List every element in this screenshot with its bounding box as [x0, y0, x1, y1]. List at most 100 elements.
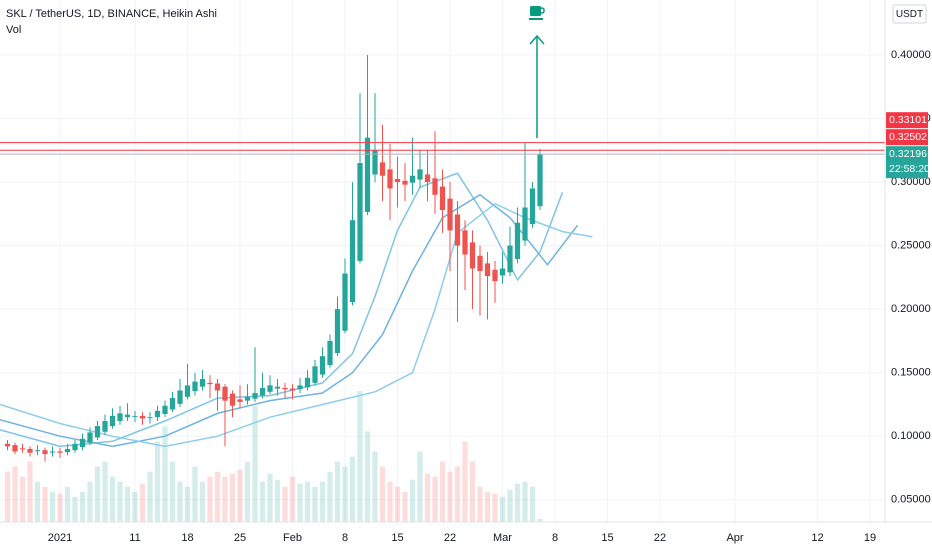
- candle-body: [514, 222, 521, 259]
- price-label: 0.32196: [889, 148, 927, 160]
- volume-bar: [109, 476, 116, 522]
- x-tick-label: 15: [391, 532, 403, 544]
- candle-body: [79, 438, 86, 448]
- volume-bar: [319, 481, 326, 522]
- y-tick-label: 0.05000: [891, 494, 931, 506]
- candle-body: [139, 415, 146, 419]
- candle-body: [229, 393, 236, 406]
- candle-body: [492, 269, 498, 282]
- x-tick-label: 25: [234, 532, 246, 544]
- volume-bar: [267, 473, 273, 522]
- volume-bar: [304, 481, 311, 522]
- candle-body: [297, 385, 303, 390]
- volume-bar: [334, 461, 341, 522]
- arrow-head: [529, 34, 545, 45]
- candle-body: [372, 150, 378, 175]
- ma-line: [0, 172, 564, 448]
- price-label-box: [886, 112, 928, 129]
- candle-body: [364, 137, 371, 212]
- volume-bar: [169, 461, 176, 522]
- volume-bar: [64, 486, 71, 522]
- y-tick-label: 0.30000: [891, 176, 931, 188]
- candle-body: [267, 385, 273, 392]
- candle-body: [147, 417, 153, 419]
- y-tick-label: 0.15000: [891, 367, 931, 379]
- arrow-annotation: [529, 6, 545, 138]
- candle-body: [72, 443, 78, 451]
- candle-body: [477, 255, 483, 272]
- candle-body: [27, 448, 33, 453]
- candle-body: [342, 273, 348, 331]
- volume-bar: [447, 471, 453, 522]
- candle-body: [259, 387, 266, 396]
- x-tick-label: 19: [864, 532, 876, 544]
- candle-body: [349, 220, 356, 303]
- x-tick-label: Feb: [283, 532, 302, 544]
- volume-bar: [409, 479, 416, 522]
- candle-body: [57, 451, 63, 453]
- volume-bar: [372, 451, 378, 522]
- candle-body: [244, 396, 251, 401]
- ma-line: [0, 193, 579, 448]
- candle-body: [214, 383, 221, 391]
- candle-body: [424, 174, 431, 183]
- cup-icon: [530, 6, 541, 16]
- volume-bar: [349, 456, 356, 522]
- volume-bar: [34, 481, 41, 522]
- volume-bar: [12, 466, 18, 522]
- candle-body: [274, 386, 281, 389]
- volume-bar: [529, 486, 536, 522]
- candle-body: [124, 414, 131, 418]
- candle-body: [484, 263, 491, 277]
- volume-bar: [252, 406, 258, 522]
- candle-body: [499, 268, 506, 276]
- candle-body: [117, 413, 123, 421]
- volume-bar: [402, 491, 408, 522]
- candle-body: [304, 377, 311, 388]
- volume-bar: [379, 466, 386, 522]
- volume-bar: [229, 473, 236, 522]
- candle-body: [207, 382, 213, 385]
- volume-bar: [364, 431, 371, 522]
- candle-body: [19, 448, 26, 450]
- candle-body: [192, 381, 198, 392]
- y-tick-label: 0.40000: [891, 49, 931, 61]
- candle-body: [154, 410, 161, 418]
- candle-body: [184, 385, 191, 397]
- volume-bar: [222, 476, 228, 522]
- volume-bar: [462, 441, 468, 522]
- x-tick-label: Apr: [726, 532, 743, 544]
- candle-body: [537, 154, 543, 207]
- volume-bar: [42, 486, 48, 522]
- candle-body: [312, 366, 318, 383]
- price-label: 0.33101: [889, 114, 927, 126]
- x-tick-label: 8: [552, 532, 558, 544]
- candle-body: [394, 178, 401, 183]
- candle-body: [439, 186, 446, 211]
- candle-body: [379, 162, 386, 176]
- candle-body: [289, 388, 296, 391]
- candle-body: [102, 420, 108, 432]
- volume-bar: [507, 489, 513, 522]
- volume-bar: [132, 491, 138, 522]
- candle-body: [507, 245, 513, 273]
- volume-bar: [259, 481, 266, 522]
- candle-body: [402, 180, 408, 185]
- volume-bar: [477, 486, 483, 522]
- volume-bar: [57, 493, 63, 522]
- volume-bar: [469, 461, 476, 522]
- volume-bar: [94, 466, 101, 522]
- volume-bar: [237, 469, 243, 522]
- countdown-label: 22:58:20: [889, 163, 930, 175]
- volume-bar: [499, 496, 506, 522]
- y-tick-label: 0.25000: [891, 240, 931, 252]
- candle-body: [12, 445, 18, 452]
- volume-bar: [177, 481, 183, 522]
- volume-bar: [424, 473, 431, 522]
- candle-body: [87, 432, 93, 443]
- candle-body: [132, 415, 138, 417]
- currency-button[interactable]: [892, 4, 927, 24]
- currency-label[interactable]: USDT: [896, 9, 923, 20]
- x-tick-label: Mar: [493, 532, 512, 544]
